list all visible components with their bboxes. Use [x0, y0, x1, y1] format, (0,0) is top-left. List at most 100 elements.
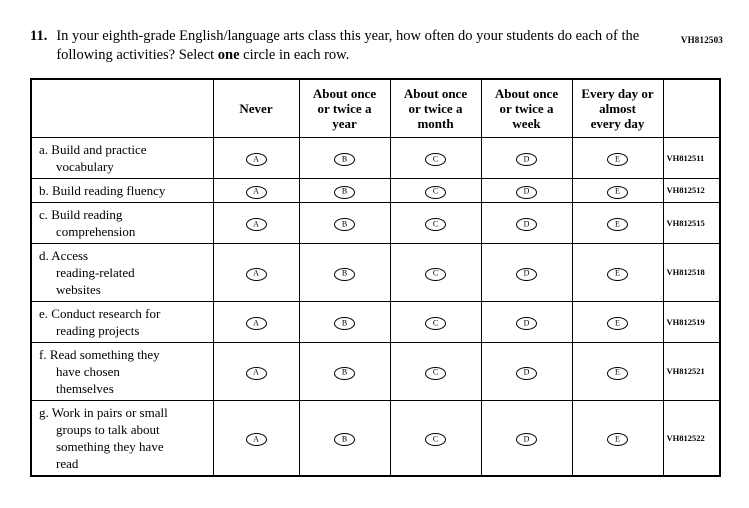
answer-oval-a[interactable]: A: [245, 185, 267, 199]
oval-letter: D: [523, 318, 530, 328]
table-row: c. Build reading comprehension A B C D E…: [30, 201, 721, 244]
answer-oval-c[interactable]: C: [425, 366, 446, 380]
oval-letter: E: [615, 268, 620, 278]
answer-cell: B: [298, 242, 391, 302]
answer-oval-e[interactable]: E: [607, 185, 628, 199]
answer-oval-a[interactable]: A: [245, 153, 267, 167]
oval-letter: E: [615, 154, 620, 164]
oval-letter: C: [432, 434, 439, 444]
oval-letter: C: [432, 219, 439, 229]
oval-letter: C: [432, 367, 439, 377]
answer-oval-e[interactable]: E: [607, 267, 628, 281]
answer-cell: A: [212, 341, 300, 401]
column-header-year: About once or twice a year: [298, 78, 391, 138]
answer-cell: B: [298, 201, 391, 244]
column-header-everyday: Every day or almost every day: [571, 78, 664, 138]
row-label: b. Build reading fluency: [30, 177, 214, 203]
answer-cell: E: [571, 177, 664, 203]
response-table: Never About once or twice a year About o…: [30, 77, 721, 477]
row-label: a. Build and practice vocabulary: [30, 136, 214, 179]
answer-oval-b[interactable]: B: [334, 218, 355, 232]
answer-oval-a[interactable]: A: [245, 317, 267, 331]
item-code: VH812512: [662, 177, 721, 203]
oval-letter: B: [341, 434, 348, 444]
oval-letter: C: [432, 318, 439, 328]
answer-oval-d[interactable]: D: [516, 366, 537, 380]
answer-cell: A: [212, 300, 300, 343]
question-text-part2: circle in each row.: [239, 46, 350, 63]
answer-oval-b[interactable]: B: [334, 153, 355, 167]
oval-letter: E: [615, 219, 620, 229]
oval-letter: E: [615, 367, 620, 377]
item-code: VH812519: [662, 300, 721, 343]
answer-oval-d[interactable]: D: [516, 317, 537, 331]
answer-oval-b[interactable]: B: [334, 366, 355, 380]
oval-letter: D: [523, 154, 530, 164]
question: 11. In your eighth-grade English/languag…: [30, 27, 749, 65]
item-code: VH812515: [662, 201, 721, 244]
oval-letter: E: [615, 434, 620, 444]
answer-oval-e[interactable]: E: [607, 317, 628, 331]
oval-letter: A: [253, 367, 259, 377]
answer-cell: C: [389, 136, 482, 179]
oval-letter: E: [615, 318, 620, 328]
answer-oval-c[interactable]: C: [425, 218, 446, 232]
answer-oval-b[interactable]: B: [334, 185, 355, 199]
question-bold-word: one: [217, 46, 240, 63]
answer-oval-b[interactable]: B: [334, 317, 355, 331]
oval-letter: B: [341, 318, 348, 328]
oval-letter: A: [253, 318, 259, 328]
oval-letter: B: [341, 154, 348, 164]
answer-oval-a[interactable]: A: [245, 433, 267, 447]
answer-oval-a[interactable]: A: [245, 267, 267, 281]
oval-letter: C: [432, 268, 439, 278]
answer-oval-d[interactable]: D: [516, 185, 537, 199]
answer-oval-c[interactable]: C: [425, 317, 446, 331]
column-header-month: About once or twice a month: [389, 78, 482, 138]
answer-cell: C: [389, 300, 482, 343]
oval-letter: B: [341, 268, 348, 278]
oval-letter: E: [615, 186, 620, 196]
answer-oval-d[interactable]: D: [516, 218, 537, 232]
form-code: VH812503: [680, 35, 723, 45]
answer-cell: B: [298, 300, 391, 343]
row-label: f. Read something they have chosen thems…: [30, 341, 214, 401]
item-code: VH812511: [662, 136, 721, 179]
answer-oval-e[interactable]: E: [607, 218, 628, 232]
answer-cell: A: [212, 242, 300, 302]
answer-oval-b[interactable]: B: [334, 267, 355, 281]
answer-oval-d[interactable]: D: [516, 433, 537, 447]
oval-letter: D: [523, 367, 530, 377]
table-row: a. Build and practice vocabulary A B C D…: [30, 136, 721, 179]
answer-cell: A: [212, 201, 300, 244]
row-label: d. Access reading-related websites: [30, 242, 214, 302]
answer-cell: D: [480, 242, 573, 302]
answer-oval-d[interactable]: D: [516, 153, 537, 167]
answer-oval-a[interactable]: A: [245, 366, 267, 380]
answer-cell: E: [571, 300, 664, 343]
answer-oval-e[interactable]: E: [607, 433, 628, 447]
answer-oval-a[interactable]: A: [245, 218, 267, 232]
answer-oval-c[interactable]: C: [425, 185, 446, 199]
oval-letter: D: [523, 434, 530, 444]
answer-oval-c[interactable]: C: [425, 267, 446, 281]
answer-cell: C: [389, 201, 482, 244]
answer-oval-e[interactable]: E: [607, 366, 628, 380]
oval-letter: A: [253, 154, 259, 164]
row-label: g. Work in pairs or small groups to talk…: [30, 399, 214, 477]
header-row: Never About once or twice a year About o…: [30, 78, 721, 138]
answer-oval-c[interactable]: C: [425, 433, 446, 447]
row-label: c. Build reading comprehension: [30, 201, 214, 244]
answer-cell: C: [389, 341, 482, 401]
header-blank: [30, 78, 214, 138]
answer-oval-e[interactable]: E: [607, 153, 628, 167]
answer-cell: C: [389, 177, 482, 203]
answer-cell: D: [480, 300, 573, 343]
answer-cell: E: [571, 341, 664, 401]
oval-letter: A: [253, 186, 259, 196]
answer-oval-c[interactable]: C: [425, 153, 446, 167]
answer-oval-b[interactable]: B: [334, 433, 355, 447]
question-number: 11.: [30, 28, 48, 44]
answer-oval-d[interactable]: D: [516, 267, 537, 281]
answer-cell: B: [298, 341, 391, 401]
